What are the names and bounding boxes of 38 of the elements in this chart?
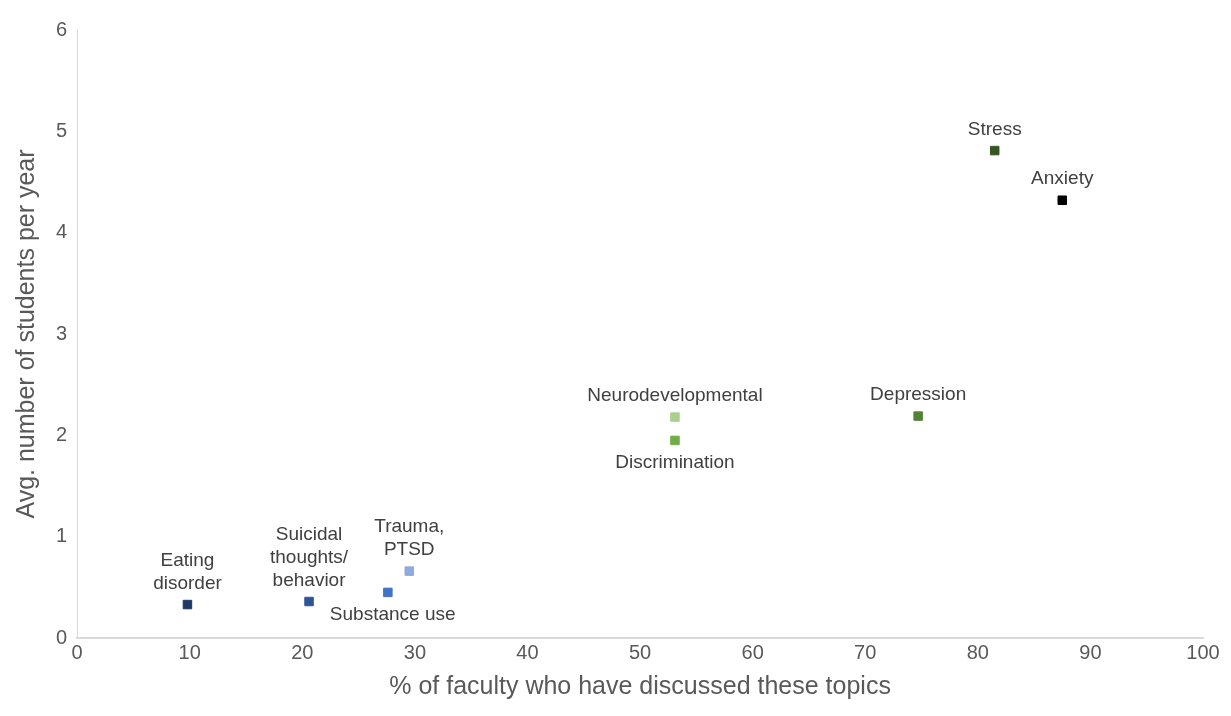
x-tick-label: 80	[966, 640, 989, 663]
series-label: Substance use	[329, 603, 456, 625]
point	[1057, 195, 1068, 205]
point	[383, 587, 393, 598]
series-label: Discrimination	[615, 451, 735, 473]
series-label: Anxiety	[1031, 167, 1094, 189]
y-tick-label: 2	[56, 422, 68, 445]
point	[913, 411, 923, 421]
y-tick-label: 3	[56, 321, 68, 344]
x-tick-label: 50	[628, 640, 652, 663]
point	[670, 412, 680, 422]
point	[182, 599, 193, 610]
point	[404, 566, 414, 576]
x-tick-label: 70	[854, 640, 877, 663]
x-tick-label: 100	[1186, 640, 1220, 663]
series-label: Trauma, PTSD	[374, 515, 445, 560]
series-label: Suicidal thoughts/ behavior	[269, 522, 349, 590]
series-label: Eating disorder	[153, 548, 223, 593]
y-tick-label: 1	[56, 524, 68, 547]
point	[989, 145, 1000, 156]
y-tick-label: 4	[56, 220, 68, 243]
x-tick-label: 40	[516, 640, 539, 663]
y-tick-label: 6	[56, 17, 68, 40]
x-tick-label: 90	[1079, 640, 1102, 663]
x-tick-label: 60	[741, 640, 764, 663]
series-label: Neurodevelopmental	[587, 384, 763, 406]
x-tick-label: 20	[291, 640, 314, 663]
x-tick-label: 30	[403, 640, 427, 663]
x-axis-title: % of faculty who have discussed these topics	[389, 670, 891, 699]
point	[670, 435, 680, 446]
y-axis-title: Avg. number of students per year	[10, 149, 39, 519]
x-tick-label: 10	[178, 640, 201, 663]
series-label: Stress	[967, 117, 1022, 139]
point	[304, 596, 314, 607]
y-tick-label: 0	[56, 625, 68, 648]
series-label: Depression	[870, 383, 967, 405]
y-tick-label: 5	[56, 118, 68, 141]
x-tick-label: 0	[71, 640, 83, 663]
